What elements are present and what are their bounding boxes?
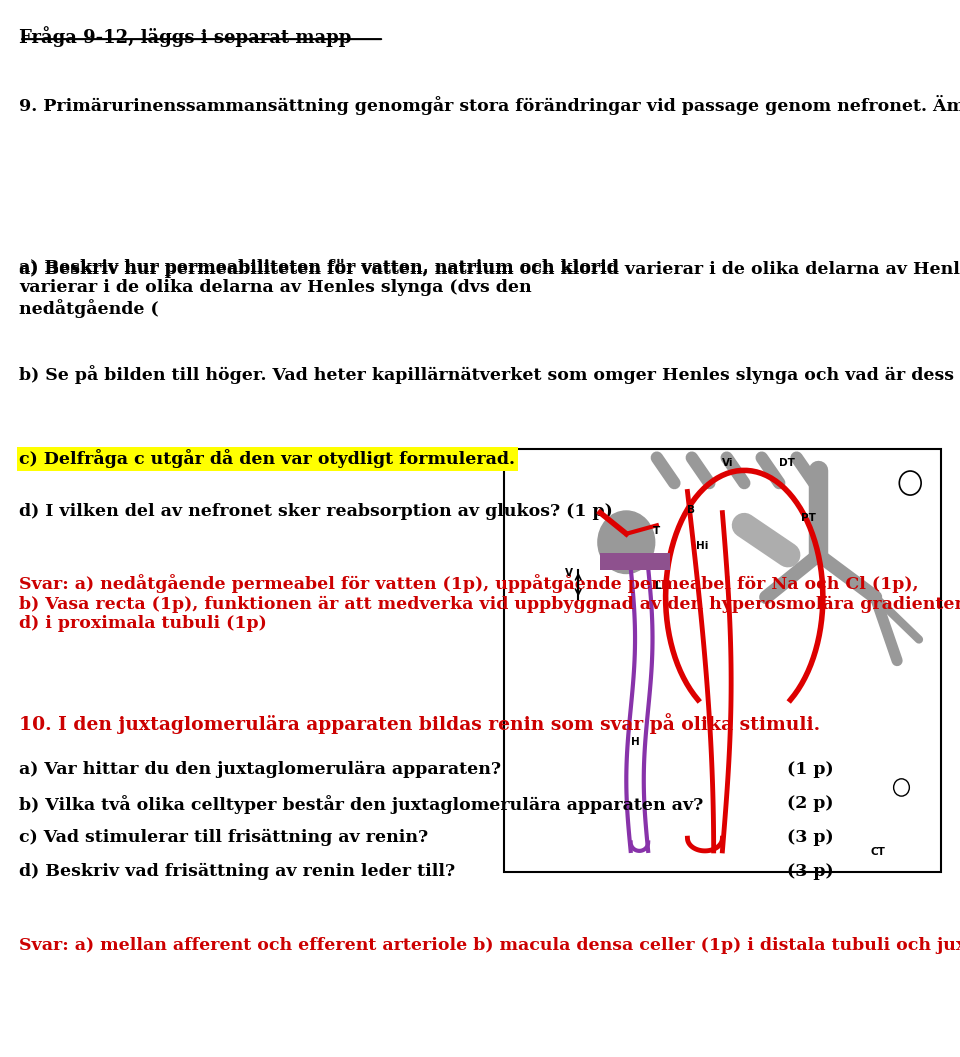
Text: B: B [687, 504, 695, 515]
Text: b) Vilka två olika celltyper består den juxtaglomerulära apparaten av?: b) Vilka två olika celltyper består den … [19, 795, 704, 814]
Text: 9. Primärurinenssammansättning genomgår stora förändringar vid passage genom nef: 9. Primärurinenssammansättning genomgår … [19, 95, 960, 115]
Text: c) Delfråga c utgår då den var otydligt formulerad.: c) Delfråga c utgår då den var otydligt … [19, 449, 516, 468]
Text: Svar: a) mellan afferent och efferent arteriole b) macula densa celler (1p) i di: Svar: a) mellan afferent och efferent ar… [19, 935, 960, 954]
Text: (3 p): (3 p) [787, 863, 834, 879]
Text: T: T [653, 525, 660, 536]
Text: Hi: Hi [696, 540, 708, 551]
Text: b) Se på bilden till höger. Vad heter kapillärnätverket som omger Henles slynga : b) Se på bilden till höger. Vad heter ka… [19, 365, 960, 384]
FancyBboxPatch shape [600, 553, 670, 570]
Text: a) Var hittar du den juxtaglomerulära apparaten?: a) Var hittar du den juxtaglomerulära ap… [19, 761, 501, 778]
Text: Svar: a) nedåtgående permeabel för vatten (1p), uppåtgående permeabel för Na och: Svar: a) nedåtgående permeabel för vatte… [19, 574, 960, 632]
Text: H: H [631, 737, 639, 747]
FancyBboxPatch shape [504, 449, 941, 872]
Circle shape [598, 511, 655, 574]
Text: d) Beskriv vad frisättning av renin leder till?: d) Beskriv vad frisättning av renin lede… [19, 863, 455, 879]
Text: d) I vilken del av nefronet sker reabsorption av glukos? (1 p): d) I vilken del av nefronet sker reabsor… [19, 503, 612, 520]
Text: 10. I den juxtaglomerulära apparaten bildas renin som svar på olika stimuli.: 10. I den juxtaglomerulära apparaten bil… [19, 713, 821, 735]
Text: Fråga 9-12, läggs i separat mapp: Fråga 9-12, läggs i separat mapp [19, 26, 351, 48]
Text: (3 p): (3 p) [787, 829, 834, 846]
Text: a) Beskriv hur permeabiliteten för vatten, natrium och klorid varierar i de olik: a) Beskriv hur permeabiliteten för vatte… [19, 259, 960, 278]
Text: V: V [565, 568, 573, 578]
Text: L: L [655, 580, 661, 591]
Text: Vi: Vi [723, 458, 733, 468]
Text: (1 p): (1 p) [787, 761, 834, 778]
Text: PT: PT [801, 513, 816, 523]
Text: c) Vad stimulerar till frisättning av renin?: c) Vad stimulerar till frisättning av re… [19, 829, 428, 846]
Text: (2 p): (2 p) [787, 795, 833, 812]
Text: a) Beskriv hur permeabiliteten för vatten, natrium och klorid
varierar i de olik: a) Beskriv hur permeabiliteten för vatte… [19, 259, 619, 318]
Text: DT: DT [780, 458, 795, 468]
Text: CT: CT [871, 847, 886, 857]
FancyBboxPatch shape [600, 553, 670, 570]
